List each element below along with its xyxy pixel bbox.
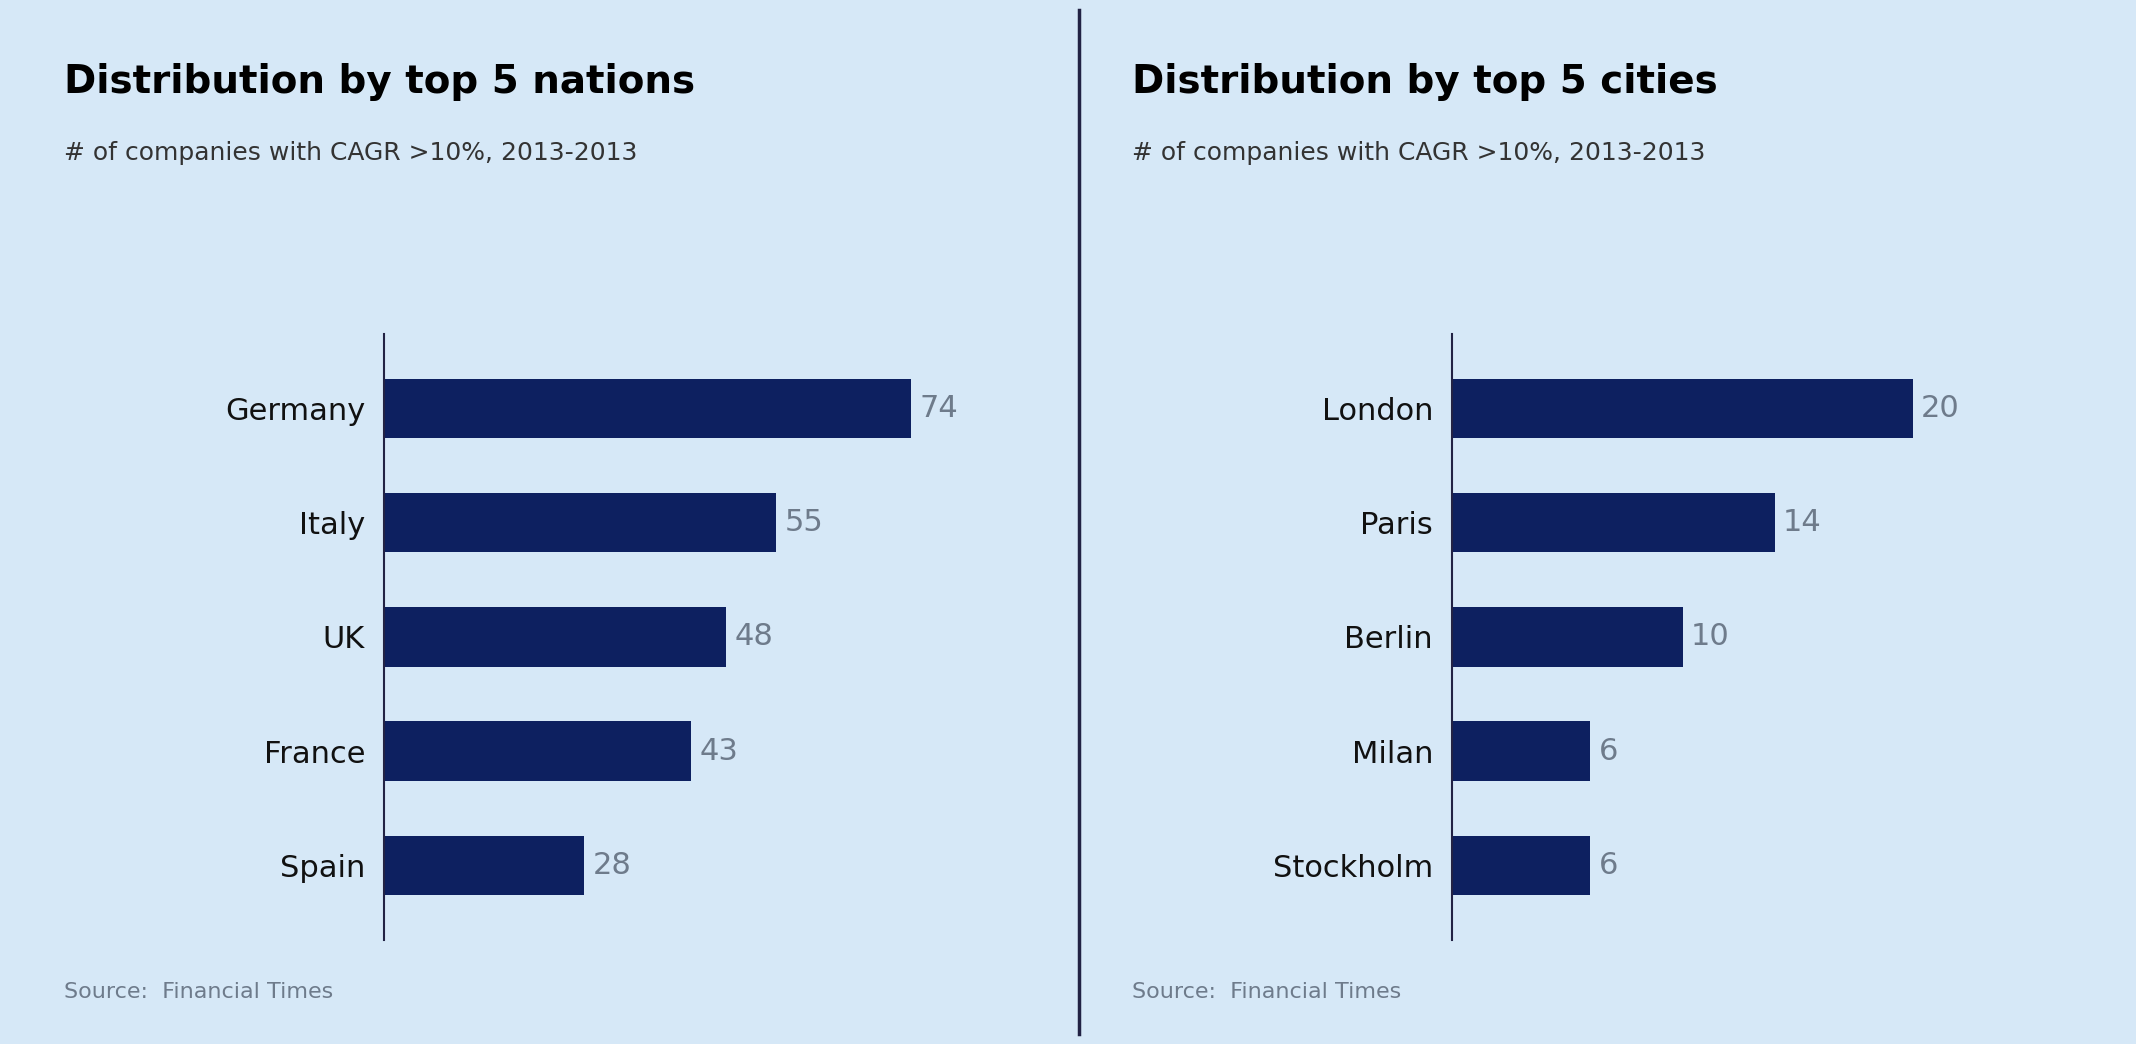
- Bar: [384, 608, 726, 666]
- Bar: [384, 493, 775, 552]
- Text: Distribution by top 5 nations: Distribution by top 5 nations: [64, 63, 694, 100]
- Text: 10: 10: [1690, 622, 1730, 651]
- Text: 14: 14: [1784, 508, 1822, 537]
- Text: 6: 6: [1598, 851, 1617, 880]
- Bar: [1452, 493, 1775, 552]
- Text: 48: 48: [735, 622, 773, 651]
- Bar: [1452, 835, 1591, 895]
- Text: 43: 43: [698, 737, 739, 765]
- Text: Source:  Financial Times: Source: Financial Times: [1132, 982, 1401, 1002]
- Text: 74: 74: [921, 394, 959, 423]
- Text: 55: 55: [784, 508, 822, 537]
- Text: Distribution by top 5 cities: Distribution by top 5 cities: [1132, 63, 1717, 100]
- Bar: [1452, 608, 1683, 666]
- Text: 28: 28: [592, 851, 632, 880]
- Bar: [384, 721, 690, 781]
- Text: # of companies with CAGR >10%, 2013-2013: # of companies with CAGR >10%, 2013-2013: [64, 141, 637, 165]
- Text: 20: 20: [1920, 394, 1959, 423]
- Bar: [1452, 379, 1912, 438]
- Text: 6: 6: [1598, 737, 1617, 765]
- Bar: [384, 379, 912, 438]
- Text: # of companies with CAGR >10%, 2013-2013: # of companies with CAGR >10%, 2013-2013: [1132, 141, 1705, 165]
- Bar: [1452, 721, 1591, 781]
- Bar: [384, 835, 583, 895]
- Text: Source:  Financial Times: Source: Financial Times: [64, 982, 333, 1002]
